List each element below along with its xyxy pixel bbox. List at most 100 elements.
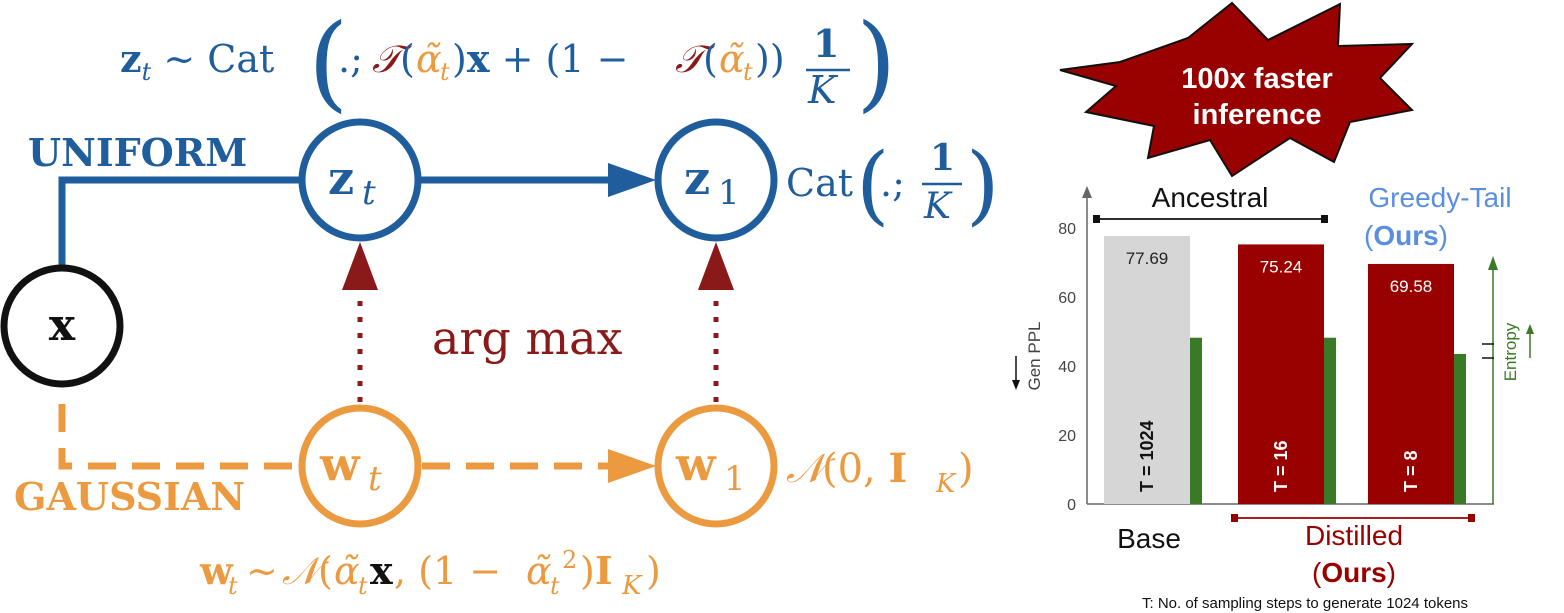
svg-text:K: K	[807, 68, 839, 112]
svg-text:): )	[958, 446, 974, 492]
ppl-bar	[1368, 263, 1454, 504]
node-wt-label: w	[319, 437, 361, 491]
ppl-bar	[1238, 244, 1324, 504]
y-tick-label: 80	[1058, 221, 1076, 238]
svg-text:(: (	[703, 37, 718, 81]
argmax-arrowhead-left	[342, 242, 378, 290]
base-label: Base	[1117, 523, 1181, 554]
greedy-ours-label: (Ours)	[1364, 220, 1448, 251]
svg-text:∼: ∼	[246, 549, 278, 593]
svg-text:, (1 −: , (1 −	[394, 549, 501, 593]
distilled-bracket-end-left	[1231, 514, 1238, 522]
svg-text:.;: .;	[880, 161, 905, 205]
uniform-path	[58, 176, 302, 266]
node-zt-label: z	[328, 151, 354, 205]
svg-text:K: K	[621, 571, 643, 601]
svg-text:): )	[966, 135, 1000, 235]
callout-starburst	[1059, 1, 1415, 178]
svg-text:(: (	[400, 37, 415, 81]
node-z1	[654, 118, 778, 242]
ppl-value-label: 77.69	[1126, 249, 1169, 268]
uniform-arrowhead	[608, 163, 656, 197]
gaussian-label: GAUSSIAN	[14, 474, 245, 519]
distilled-label: Distilled	[1305, 520, 1403, 551]
svg-text:)I: )I	[580, 548, 613, 593]
y-tick-labels: 0 20 40 60 80	[1058, 221, 1076, 514]
node-x	[0, 264, 124, 388]
svg-text:t: t	[358, 572, 368, 600]
svg-text:α̃: α̃	[719, 37, 745, 81]
svg-text:α̃: α̃	[526, 549, 552, 593]
svg-text:(0, I: (0, I	[822, 445, 907, 492]
ancestral-bracket-end-right	[1321, 215, 1328, 223]
svg-text:zt ∼ Cat: zt ∼ Cat	[120, 36, 274, 86]
svg-text:α̃: α̃	[334, 549, 360, 593]
callout-line2: inference	[1193, 99, 1322, 131]
node-wt-sub: t	[368, 459, 382, 499]
node-x-label: x	[49, 300, 76, 351]
node-w1-sub: 1	[724, 459, 746, 499]
formula-w1: 𝒩 (0, I K )	[786, 445, 974, 499]
process-diagram: zt ∼ Cat ( .; 𝒯 ( α̃ t )x + (1 − 𝒯 ( α̃ …	[0, 1, 1000, 601]
y-tick-label: 20	[1058, 428, 1076, 445]
entropy-bar	[1190, 337, 1202, 504]
svg-text:K: K	[935, 469, 957, 499]
ancestral-label: Ancestral	[1152, 182, 1269, 213]
svg-text:): )	[856, 1, 897, 123]
entropy-axis-label: Entropy	[1501, 322, 1520, 381]
callout-line1: 100x faster	[1181, 63, 1333, 95]
entropy-axis-arrowhead	[1488, 256, 1498, 270]
svg-text:)): ))	[755, 37, 785, 81]
formula-z1: Cat ( .; 1 K )	[786, 135, 1000, 235]
svg-text:α̃: α̃	[416, 37, 442, 81]
svg-text:(: (	[308, 1, 349, 123]
svg-text:1: 1	[930, 137, 955, 179]
svg-text:x: x	[370, 548, 393, 593]
node-w1	[654, 404, 778, 528]
entropy-bar	[1454, 353, 1466, 504]
node-wt	[298, 404, 422, 528]
node-zt-sub: t	[362, 173, 376, 213]
node-z1-sub: 1	[718, 173, 740, 213]
speedup-callout: 100x faster inference	[1059, 1, 1415, 178]
svg-text:(: (	[318, 549, 333, 593]
node-zt	[298, 118, 422, 242]
ancestral-bracket-end-left	[1093, 215, 1100, 223]
ppl-value-label: 69.58	[1390, 277, 1433, 296]
argmax-arrowhead-right	[698, 242, 734, 290]
node-w1-label: w	[675, 437, 717, 491]
svg-text:): )	[646, 549, 661, 593]
gaussian-path	[58, 404, 302, 470]
y-tick-label: 40	[1058, 359, 1076, 376]
greedy-tail-label: Greedy-Tail	[1368, 182, 1511, 213]
svg-text:1: 1	[813, 21, 839, 66]
step-count-label: T = 1024	[1137, 420, 1157, 492]
step-count-label: T = 8	[1401, 450, 1421, 492]
ppl-arrowhead	[1012, 380, 1020, 390]
entropy-bar	[1324, 337, 1336, 504]
formula-top: zt ∼ Cat ( .; 𝒯 ( α̃ t )x + (1 − 𝒯 ( α̃ …	[120, 1, 897, 123]
ppl-bar	[1104, 235, 1190, 505]
argmax-label: arg max	[432, 311, 623, 365]
svg-text:w: w	[199, 548, 234, 593]
node-z1-label: z	[684, 151, 710, 205]
y-axis-arrowhead	[1082, 186, 1092, 198]
formula-bottom: w t ∼ 𝒩 ( α̃ t x , (1 − α̃ t 2 )I K )	[199, 546, 661, 601]
y-tick-label: 0	[1067, 497, 1076, 514]
svg-text:2: 2	[562, 546, 577, 574]
svg-text:t: t	[550, 572, 560, 600]
svg-text:(: (	[856, 135, 890, 235]
distilled-bracket-end-right	[1468, 514, 1475, 522]
svg-text:t: t	[228, 572, 238, 600]
svg-text:)x + (1 −: )x + (1 −	[452, 36, 628, 81]
bars: 77.69 T = 1024 75.24 T = 16 69.58 T = 8	[1104, 235, 1466, 505]
svg-text:Cat: Cat	[786, 161, 853, 205]
entropy-arrowhead	[1526, 324, 1534, 334]
ppl-value-label: 75.24	[1260, 257, 1303, 276]
svg-text:t: t	[440, 58, 450, 86]
distilled-ours-label: (Ours)	[1312, 557, 1396, 588]
y-tick-label: 60	[1058, 290, 1076, 307]
svg-text:.;: .;	[338, 37, 363, 81]
